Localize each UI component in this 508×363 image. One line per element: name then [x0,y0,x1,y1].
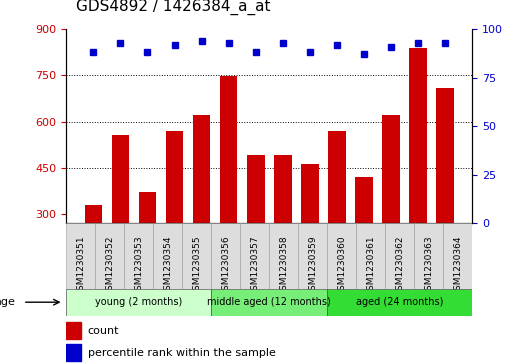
Bar [139,192,156,223]
Bar [328,131,346,223]
Bar [247,155,265,223]
Text: GSM1230364: GSM1230364 [454,235,462,295]
Bar [274,155,292,223]
Bar [66,322,81,339]
Bar [211,223,240,289]
Bar [327,223,356,289]
Text: GDS4892 / 1426384_a_at: GDS4892 / 1426384_a_at [76,0,271,15]
Bar [66,344,81,361]
Bar [112,135,129,223]
Bar [443,223,472,289]
Text: GSM1230360: GSM1230360 [337,235,346,295]
Bar [301,164,319,223]
Bar [220,76,237,223]
Text: GSM1230356: GSM1230356 [221,235,230,295]
Text: GSM1230361: GSM1230361 [366,235,375,295]
Bar [182,223,211,289]
Text: count: count [88,326,119,336]
Text: GSM1230359: GSM1230359 [308,235,318,295]
Text: GSM1230363: GSM1230363 [424,235,433,295]
Bar [356,223,386,289]
Bar [327,289,472,316]
Bar [386,223,415,289]
Text: GSM1230351: GSM1230351 [76,235,85,295]
Bar [409,48,427,223]
Text: GSM1230357: GSM1230357 [250,235,259,295]
Text: middle aged (12 months): middle aged (12 months) [207,297,331,307]
Bar [84,205,102,223]
Bar [436,87,454,223]
Bar [211,289,327,316]
Bar [66,223,95,289]
Bar [382,115,400,223]
Text: young (2 months): young (2 months) [95,297,182,307]
Bar [240,223,269,289]
Bar [124,223,153,289]
Text: GSM1230358: GSM1230358 [279,235,288,295]
Bar [298,223,327,289]
Text: aged (24 months): aged (24 months) [356,297,443,307]
Bar [166,131,183,223]
Bar [153,223,182,289]
Text: GSM1230352: GSM1230352 [105,235,114,295]
Text: GSM1230362: GSM1230362 [395,235,404,295]
Text: age: age [0,297,15,307]
Bar [269,223,298,289]
Bar [66,289,211,316]
Text: GSM1230354: GSM1230354 [163,235,172,295]
Bar [355,177,373,223]
Bar [193,115,210,223]
Text: GSM1230353: GSM1230353 [134,235,143,295]
Bar [95,223,124,289]
Text: percentile rank within the sample: percentile rank within the sample [88,347,276,358]
Bar [415,223,443,289]
Text: GSM1230355: GSM1230355 [192,235,201,295]
